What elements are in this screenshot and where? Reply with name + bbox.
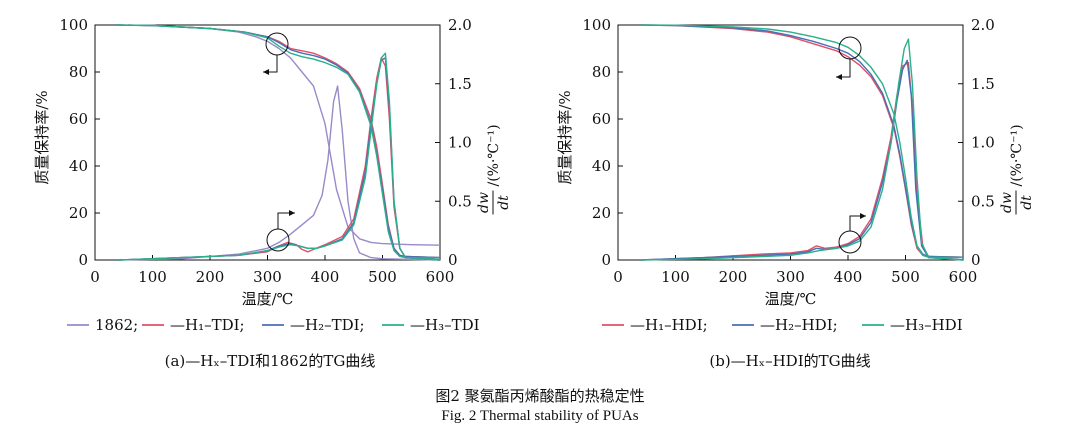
y-left-tick-label: 20	[592, 204, 611, 222]
y-right-axis-unit: /(%·℃⁻¹)	[1009, 124, 1025, 186]
x-tick-label: 400	[311, 268, 340, 286]
legend-label: —H₃–TDI	[410, 316, 480, 334]
y-left-tick-label: 40	[69, 157, 88, 175]
x-tick-label: 0	[613, 268, 623, 286]
panel-label: (a)—Hₓ–TDI和1862的TG曲线	[165, 352, 376, 370]
annotation-arrow	[849, 215, 866, 231]
series-1862-tg	[117, 24, 441, 246]
x-tick-label: 500	[368, 268, 397, 286]
y-right-tick-label: 1.0	[971, 134, 995, 152]
panel-a: 0 100 200 300 400 500 60002040608010000.51.01.…	[33, 16, 512, 370]
y-right-axis-label: dw dt /(%·℃⁻¹)	[476, 124, 512, 215]
y-left-tick-label: 60	[69, 110, 88, 128]
y-left-tick-label: 20	[69, 204, 88, 222]
x-tick-label: 300	[253, 268, 282, 286]
figure-caption-en: Fig. 2 Thermal stability of PUAs	[441, 408, 639, 424]
y-right-axis-numerator: dw	[999, 192, 1015, 213]
y-right-axis-denominator: dt	[496, 195, 512, 210]
legend-label: —H₁–HDI;	[630, 316, 708, 334]
y-right-axis-unit: /(%·℃⁻¹)	[486, 124, 502, 186]
series-h3-hdi-dtg	[640, 38, 964, 261]
y-right-tick-label: 0	[448, 251, 458, 269]
series-1862-dtg	[117, 85, 441, 261]
x-tick-label: 100	[661, 268, 690, 286]
arrow-head-icon	[289, 210, 295, 216]
x-tick-label: 500	[891, 268, 920, 286]
y-right-axis-label: dw dt /(%·℃⁻¹)	[999, 124, 1035, 215]
x-tick-label: 600	[949, 268, 978, 286]
y-right-tick-label: 0.5	[971, 192, 995, 210]
y-left-tick-label: 60	[592, 110, 611, 128]
annotation-arrow	[277, 212, 295, 229]
y-right-tick-label: 0.5	[448, 192, 472, 210]
y-left-tick-label: 0	[78, 251, 88, 269]
legend-label: —H₂–TDI;	[290, 316, 365, 334]
series-h3-tdi-dtg	[117, 52, 441, 261]
x-axis-label: 温度/℃	[242, 290, 294, 308]
arrow-head-icon	[263, 69, 269, 75]
series-h2-hdi-dtg	[640, 59, 964, 261]
series-h3-hdi-tg	[640, 24, 964, 259]
x-tick-label: 100	[138, 268, 167, 286]
y-right-tick-label: 1.5	[971, 75, 995, 93]
y-right-tick-label: 1.5	[448, 75, 472, 93]
arrow-head-icon	[860, 213, 866, 219]
y-right-tick-label: 2.0	[448, 16, 472, 34]
x-axis-label: 温度/℃	[765, 290, 817, 308]
x-tick-label: 200	[719, 268, 748, 286]
y-left-tick-label: 100	[59, 16, 88, 34]
y-left-tick-label: 0	[601, 251, 611, 269]
annotation-arrow	[263, 55, 278, 73]
x-tick-label: 0	[90, 268, 100, 286]
y-right-tick-label: 2.0	[971, 16, 995, 34]
y-left-axis-label: 质量保持率/%	[556, 90, 574, 184]
x-tick-label: 600	[426, 268, 455, 286]
legend-label: 1862;	[95, 316, 138, 334]
y-left-tick-label: 80	[592, 63, 611, 81]
y-right-axis-numerator: dw	[476, 192, 492, 213]
legend-label: —H₂–HDI;	[760, 316, 838, 334]
x-tick-label: 400	[834, 268, 863, 286]
series-h3-tdi-tg	[117, 24, 441, 259]
y-left-tick-label: 80	[69, 63, 88, 81]
legend-label: —H₃–HDI	[890, 316, 963, 334]
x-tick-label: 300	[776, 268, 805, 286]
figure-caption-zh: 图2 聚氨酯丙烯酸酯的热稳定性	[435, 387, 645, 405]
panel-label: (b)—Hₓ–HDI的TG曲线	[709, 352, 870, 370]
y-right-tick-label: 0	[971, 251, 981, 269]
panel-b: 0 100 200 300 400 500 60002040608010000.51.01.…	[556, 16, 1035, 370]
arrow-head-icon	[836, 74, 842, 80]
series-h1-hdi-dtg	[640, 61, 964, 261]
legend-label: —H₁–TDI;	[170, 316, 245, 334]
series-h1-hdi-tg	[640, 24, 964, 258]
y-left-tick-label: 40	[592, 157, 611, 175]
y-right-tick-label: 1.0	[448, 134, 472, 152]
annotation-arrow	[836, 59, 851, 78]
y-left-tick-label: 100	[582, 16, 611, 34]
y-right-axis-denominator: dt	[1019, 195, 1035, 210]
y-left-axis-label: 质量保持率/%	[33, 90, 51, 184]
x-tick-label: 200	[196, 268, 225, 286]
